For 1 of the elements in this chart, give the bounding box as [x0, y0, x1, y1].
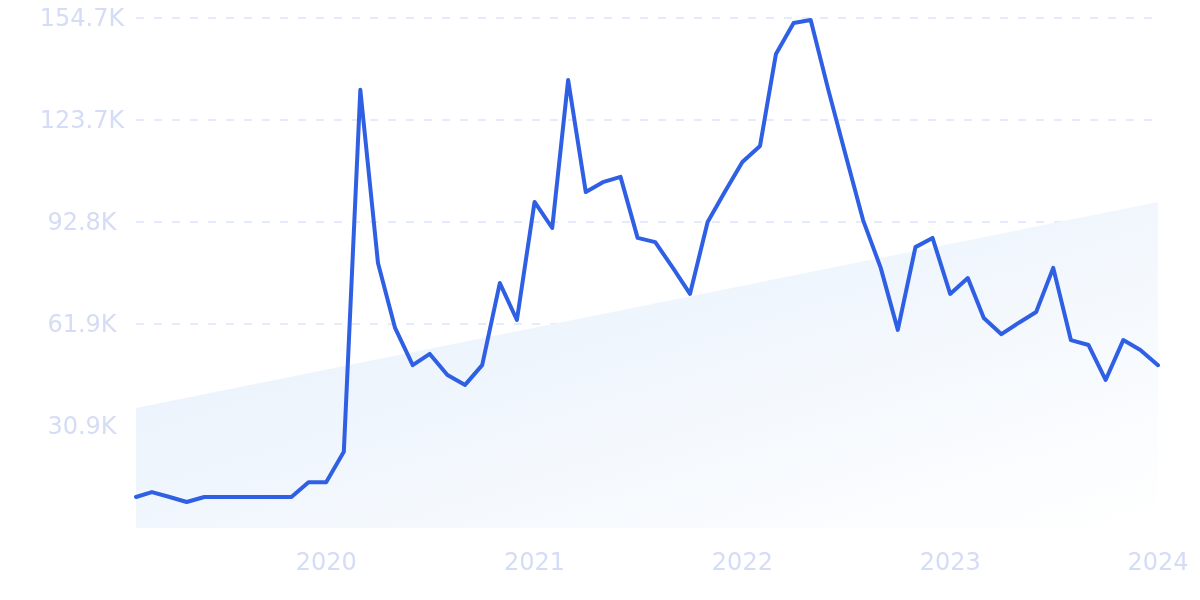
line-series [134, 17, 1160, 504]
